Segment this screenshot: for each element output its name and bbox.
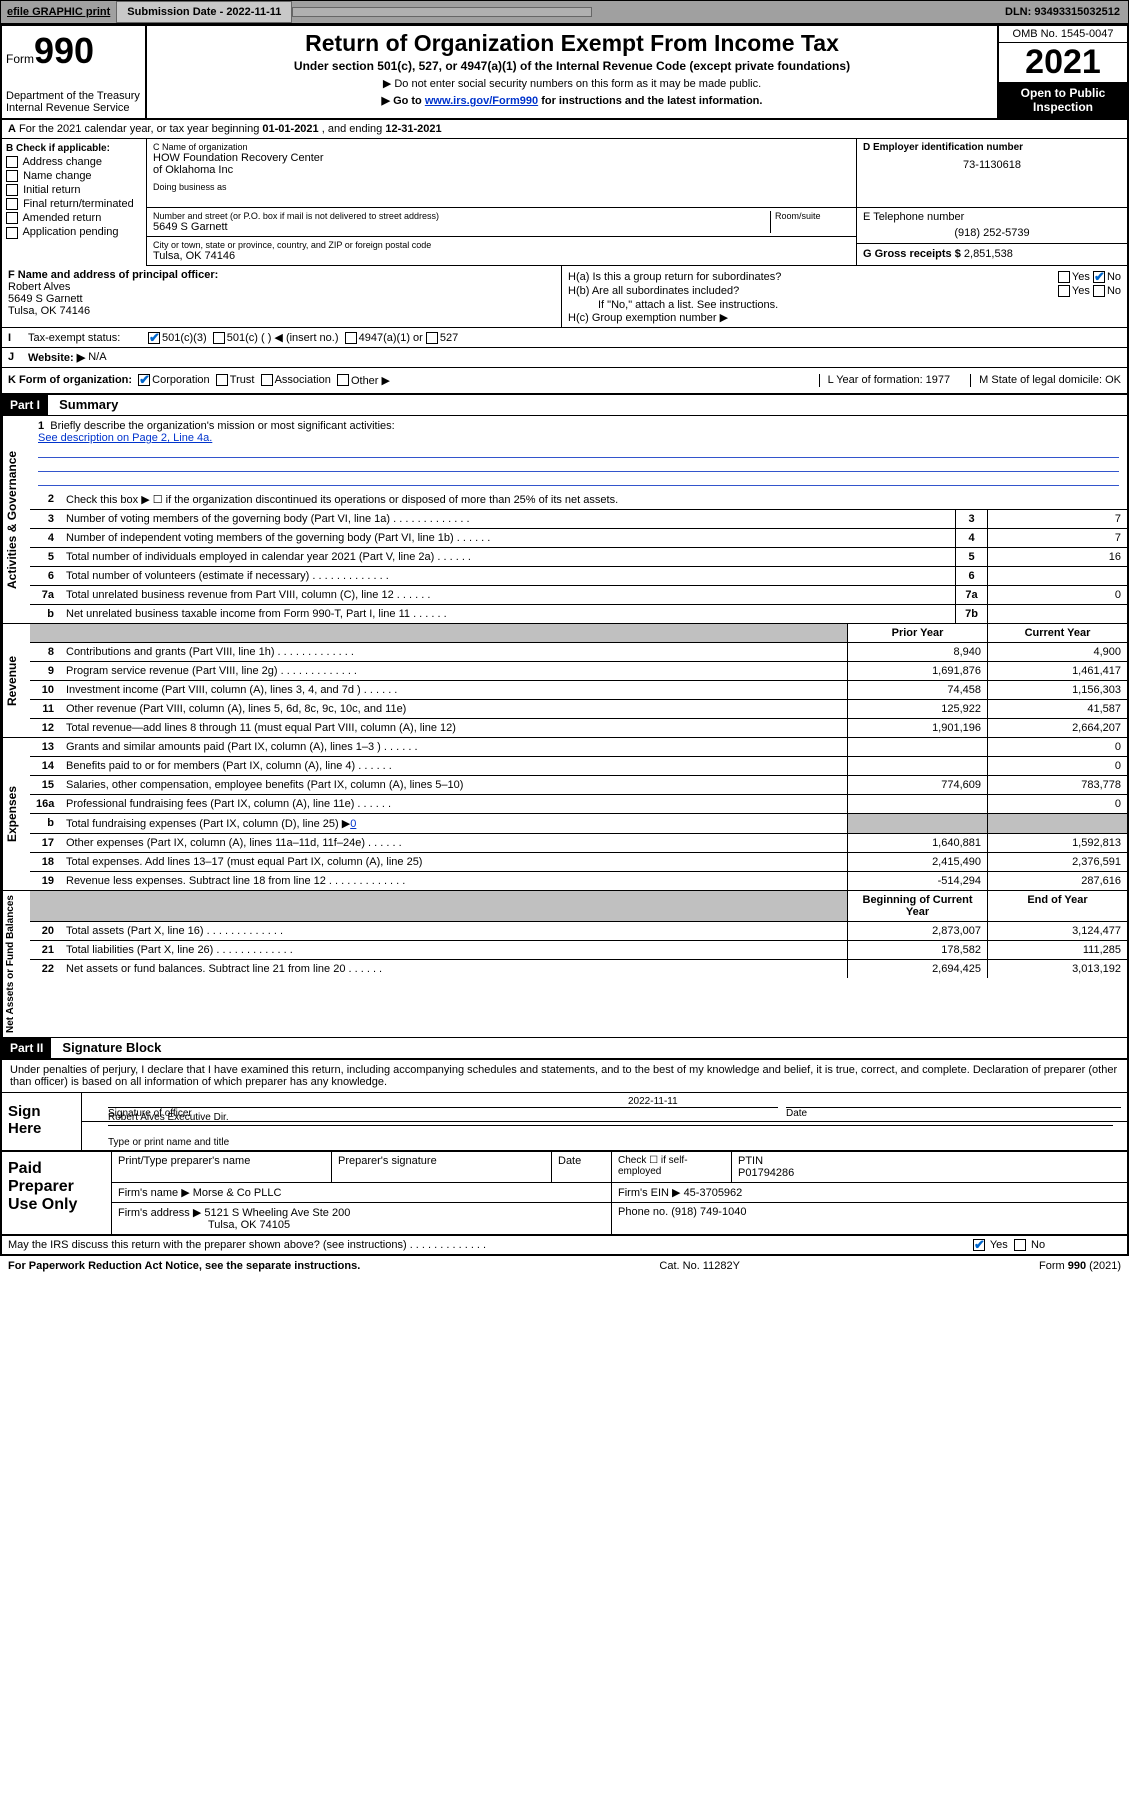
chk-name-change[interactable]: Name change (6, 170, 142, 182)
row-f-h: F Name and address of principal officer:… (2, 266, 1127, 328)
form-header: Form990 Department of the Treasury Inter… (2, 26, 1127, 120)
discuss-line: May the IRS discuss this return with the… (2, 1236, 1127, 1254)
row-a-tax-year: A For the 2021 calendar year, or tax yea… (2, 120, 1127, 139)
org-name-block: C Name of organization HOW Foundation Re… (147, 139, 857, 207)
chk-4947[interactable] (345, 332, 357, 344)
line-22: 22Net assets or fund balances. Subtract … (30, 960, 1127, 978)
chk-final-return[interactable]: Final return/terminated (6, 198, 142, 210)
address-block: Number and street (or P.O. box if mail i… (147, 208, 857, 265)
top-toolbar: efile GRAPHIC print Submission Date - 20… (0, 0, 1129, 24)
row-i-tax-status: I Tax-exempt status: 501(c)(3) 501(c) ( … (2, 328, 1127, 348)
line-7b: bNet unrelated business taxable income f… (30, 605, 1127, 623)
line-20: 20Total assets (Part X, line 16)2,873,00… (30, 922, 1127, 941)
col-e-phone: E Telephone number (918) 252-5739 G Gros… (857, 208, 1127, 265)
header-right: OMB No. 1545-0047 2021 Open to Public In… (997, 26, 1127, 118)
line-11: 11Other revenue (Part VIII, column (A), … (30, 700, 1127, 719)
chk-amended[interactable]: Amended return (6, 212, 142, 224)
line-16a: 16aProfessional fundraising fees (Part I… (30, 795, 1127, 814)
row-j-website: J Website: ▶ N/A (2, 348, 1127, 368)
chk-address-change[interactable]: Address change (6, 156, 142, 168)
chk-assoc[interactable] (261, 374, 273, 386)
line-7a: 7aTotal unrelated business revenue from … (30, 586, 1127, 605)
dept-treasury: Department of the Treasury (6, 90, 141, 102)
header-left: Form990 Department of the Treasury Inter… (2, 26, 147, 118)
subtitle-3: ▶ Go to www.irs.gov/Form990 for instruct… (155, 94, 989, 107)
omb-number: OMB No. 1545-0047 (999, 26, 1127, 43)
line-6: 6Total number of volunteers (estimate if… (30, 567, 1127, 586)
part-2-header: Part II Signature Block (2, 1038, 1127, 1058)
line-4: 4Number of independent voting members of… (30, 529, 1127, 548)
form-990: Form990 Department of the Treasury Inter… (0, 24, 1129, 1256)
subtitle-2: ▶ Do not enter social security numbers o… (155, 77, 989, 90)
block-b-cde: B Check if applicable: Address change Na… (2, 139, 1127, 266)
line-18: 18Total expenses. Add lines 13–17 (must … (30, 853, 1127, 872)
line-9: 9Program service revenue (Part VIII, lin… (30, 662, 1127, 681)
open-inspection: Open to Public Inspection (999, 82, 1127, 118)
chk-trust[interactable] (216, 374, 228, 386)
chk-initial-return[interactable]: Initial return (6, 184, 142, 196)
subtitle-1: Under section 501(c), 527, or 4947(a)(1)… (155, 59, 989, 73)
chk-discuss-yes[interactable] (973, 1239, 985, 1251)
section-expenses: Expenses 13Grants and similar amounts pa… (2, 738, 1127, 891)
part-1-header: Part I Summary (2, 395, 1127, 416)
tax-year: 2021 (999, 43, 1127, 82)
chk-discuss-no[interactable] (1014, 1239, 1026, 1251)
paid-preparer: Paid Preparer Use Only Print/Type prepar… (2, 1152, 1127, 1236)
line-17: 17Other expenses (Part IX, column (A), l… (30, 834, 1127, 853)
col-b-checkboxes: B Check if applicable: Address change Na… (2, 139, 147, 266)
section-net-assets: Net Assets or Fund Balances Beginning of… (2, 891, 1127, 1038)
line-15: 15Salaries, other compensation, employee… (30, 776, 1127, 795)
line-13: 13Grants and similar amounts paid (Part … (30, 738, 1127, 757)
line-3: 3Number of voting members of the governi… (30, 510, 1127, 529)
line-12: 12Total revenue—add lines 8 through 11 (… (30, 719, 1127, 737)
line-10: 10Investment income (Part VIII, column (… (30, 681, 1127, 700)
chk-501c3[interactable] (148, 332, 160, 344)
col-d-ein: D Employer identification number 73-1130… (857, 139, 1127, 207)
line-5: 5Total number of individuals employed in… (30, 548, 1127, 567)
chk-app-pending[interactable]: Application pending (6, 226, 142, 238)
row-k-form-org: K Form of organization: Corporation Trus… (2, 368, 1127, 395)
dln-label: DLN: 93493315032512 (997, 2, 1128, 22)
col-c-name-addr: C Name of organization HOW Foundation Re… (147, 139, 1127, 266)
line-19: 19Revenue less expenses. Subtract line 1… (30, 872, 1127, 890)
mission-link[interactable]: See description on Page 2, Line 4a. (38, 432, 212, 444)
section-activities: Activities & Governance 1 Briefly descri… (2, 416, 1127, 624)
toolbar-spacer (292, 7, 592, 17)
line-1-mission: 1 Briefly describe the organization's mi… (30, 416, 1127, 490)
form-number: 990 (34, 30, 94, 71)
chk-other[interactable] (337, 374, 349, 386)
line-16b: bTotal fundraising expenses (Part IX, co… (30, 814, 1127, 834)
line-21: 21Total liabilities (Part X, line 26)178… (30, 941, 1127, 960)
line-2: 2 Check this box ▶ ☐ if the organization… (30, 490, 1127, 510)
principal-officer: F Name and address of principal officer:… (2, 266, 562, 327)
irs-link[interactable]: www.irs.gov/Form990 (425, 95, 538, 107)
chk-501c[interactable] (213, 332, 225, 344)
form-title: Return of Organization Exempt From Incom… (155, 30, 989, 57)
form-prefix: Form (6, 52, 34, 66)
chk-corp[interactable] (138, 374, 150, 386)
irs-label: Internal Revenue Service (6, 102, 141, 114)
chk-527[interactable] (426, 332, 438, 344)
sign-here-label: Sign Here (2, 1093, 82, 1150)
efile-label[interactable]: efile GRAPHIC print (1, 2, 116, 22)
header-center: Return of Organization Exempt From Incom… (147, 26, 997, 118)
signature-block: Under penalties of perjury, I declare th… (2, 1058, 1127, 1254)
col-h-group: H(a) Is this a group return for subordin… (562, 266, 1127, 327)
line-8: 8Contributions and grants (Part VIII, li… (30, 643, 1127, 662)
page-footer: For Paperwork Reduction Act Notice, see … (0, 1256, 1129, 1276)
section-revenue: Revenue Prior YearCurrent Year 8Contribu… (2, 624, 1127, 738)
line-14: 14Benefits paid to or for members (Part … (30, 757, 1127, 776)
submission-date: Submission Date - 2022-11-11 (116, 1, 292, 23)
